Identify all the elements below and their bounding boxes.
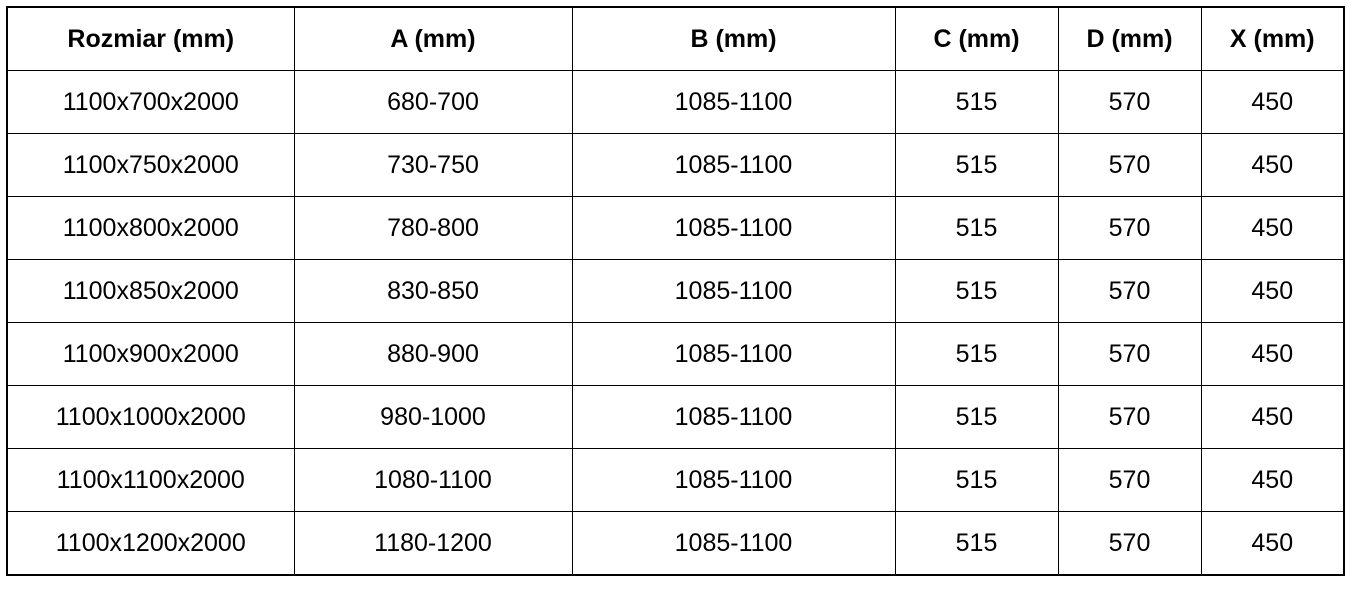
table-cell: 1085-1100 xyxy=(571,259,896,323)
table-cell: 515 xyxy=(894,133,1059,197)
column-header: D (mm) xyxy=(1057,6,1202,71)
table-cell: 450 xyxy=(1200,70,1345,134)
table-cell: 570 xyxy=(1057,133,1202,197)
table-cell: 570 xyxy=(1057,385,1202,449)
table-cell: 570 xyxy=(1057,448,1202,512)
table-cell: 570 xyxy=(1057,196,1202,260)
header-row: Rozmiar (mm) A (mm) B (mm) C (mm) D (mm) X (m… xyxy=(6,6,1345,71)
table-cell: 980-1000 xyxy=(293,385,573,449)
table-cell: 450 xyxy=(1200,259,1345,323)
table-cell: 1080-1100 xyxy=(293,448,573,512)
table-cell: 1100x1100x2000 xyxy=(6,448,295,512)
column-header: C (mm) xyxy=(894,6,1059,71)
column-header: X (mm) xyxy=(1200,6,1345,71)
table-cell: 1100x700x2000 xyxy=(6,70,295,134)
table-cell: 515 xyxy=(894,70,1059,134)
table-row: 1100x900x2000 880-900 1085-1100 515 570 450 xyxy=(6,322,1345,386)
table-cell: 1085-1100 xyxy=(571,70,896,134)
table-cell: 1100x1200x2000 xyxy=(6,511,295,576)
table-cell: 515 xyxy=(894,511,1059,576)
table-cell: 1100x800x2000 xyxy=(6,196,295,260)
table-cell: 1085-1100 xyxy=(571,448,896,512)
table-cell: 830-850 xyxy=(293,259,573,323)
column-header: A (mm) xyxy=(293,6,573,71)
table-cell: 450 xyxy=(1200,385,1345,449)
table-row: 1100x850x2000 830-850 1085-1100 515 570 450 xyxy=(6,259,1345,323)
table-row: 1100x1000x2000 980-1000 1085-1100 515 570 450 xyxy=(6,385,1345,449)
table-cell: 515 xyxy=(894,259,1059,323)
table-cell: 1085-1100 xyxy=(571,322,896,386)
table-cell: 450 xyxy=(1200,196,1345,260)
table-cell: 1085-1100 xyxy=(571,196,896,260)
table-cell: 880-900 xyxy=(293,322,573,386)
table-cell: 1100x850x2000 xyxy=(6,259,295,323)
table-cell: 1085-1100 xyxy=(571,511,896,576)
table-cell: 450 xyxy=(1200,511,1345,576)
table-cell: 450 xyxy=(1200,322,1345,386)
table-cell: 515 xyxy=(894,448,1059,512)
dimensions-table: Rozmiar (mm) A (mm) B (mm) C (mm) D (mm) X (m… xyxy=(6,6,1345,576)
table-row: 1100x750x2000 730-750 1085-1100 515 570 450 xyxy=(6,133,1345,197)
table-cell: 1100x750x2000 xyxy=(6,133,295,197)
table-cell: 1180-1200 xyxy=(293,511,573,576)
table-cell: 515 xyxy=(894,322,1059,386)
table-cell: 570 xyxy=(1057,70,1202,134)
table-cell: 515 xyxy=(894,385,1059,449)
table-cell: 570 xyxy=(1057,259,1202,323)
table-row: 1100x1100x2000 1080-1100 1085-1100 515 570 45… xyxy=(6,448,1345,512)
table-cell: 730-750 xyxy=(293,133,573,197)
table-cell: 450 xyxy=(1200,448,1345,512)
table-cell: 1100x900x2000 xyxy=(6,322,295,386)
table-row: 1100x1200x2000 1180-1200 1085-1100 515 570 45… xyxy=(6,511,1345,576)
table-cell: 1085-1100 xyxy=(571,133,896,197)
table-cell: 1100x1000x2000 xyxy=(6,385,295,449)
table-cell: 515 xyxy=(894,196,1059,260)
table-cell: 570 xyxy=(1057,322,1202,386)
table-cell: 780-800 xyxy=(293,196,573,260)
table-cell: 680-700 xyxy=(293,70,573,134)
table-row: 1100x700x2000 680-700 1085-1100 515 570 450 xyxy=(6,70,1345,134)
table-cell: 570 xyxy=(1057,511,1202,576)
table-cell: 1085-1100 xyxy=(571,385,896,449)
table-cell: 450 xyxy=(1200,133,1345,197)
table-row: 1100x800x2000 780-800 1085-1100 515 570 450 xyxy=(6,196,1345,260)
column-header: Rozmiar (mm) xyxy=(6,6,295,71)
column-header: B (mm) xyxy=(571,6,896,71)
